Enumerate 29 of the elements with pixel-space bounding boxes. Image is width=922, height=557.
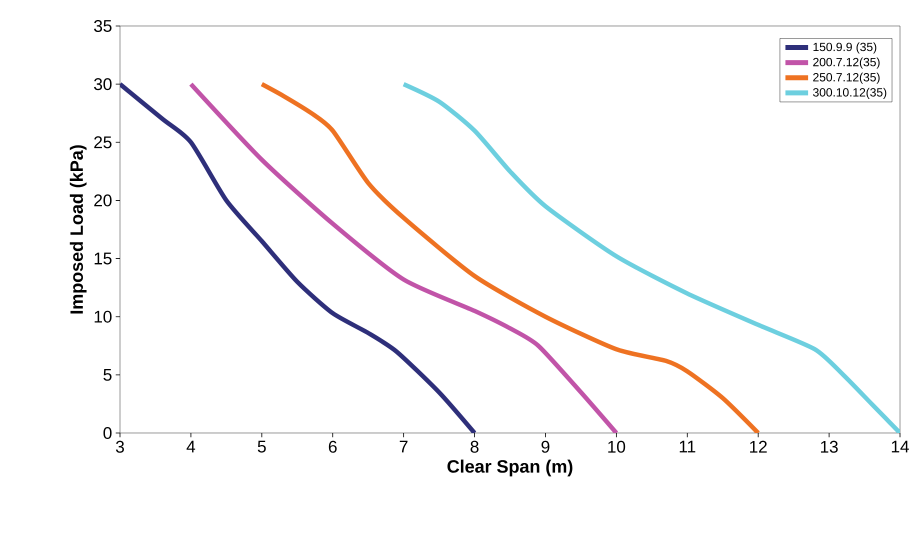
x-tick-label: 6 (328, 440, 337, 453)
line-series (188, 82, 619, 433)
x-tick-label: 11 (680, 440, 696, 452)
y-axis-title: Imposed Load (kPa) (70, 145, 87, 314)
y-tick-label: 10 (94, 310, 112, 323)
legend-label: 250.7.12(35) (813, 72, 880, 84)
x-tick-label: 12 (750, 440, 767, 453)
x-tick-label: 5 (258, 440, 266, 453)
x-tick-label: 4 (186, 440, 196, 452)
y-tick-label: 35 (94, 20, 112, 32)
legend-label: 300.10.12(35) (813, 88, 886, 99)
x-axis-title: Clear Span (m) (447, 460, 572, 476)
legend-label: 150.9.9 (35) (813, 42, 876, 54)
x-tick-label: 13 (820, 440, 838, 453)
y-tick-label: 15 (94, 252, 112, 264)
x-tick-label: 8 (470, 440, 479, 453)
x-tick-label: 9 (542, 440, 550, 453)
legend-label: 200.7.12(35) (813, 58, 880, 69)
x-tick-label: 7 (400, 440, 408, 452)
x-tick-label: 10 (608, 440, 626, 453)
y-tick-label: 20 (94, 194, 112, 206)
y-tick-label: 5 (103, 368, 112, 381)
line-series (260, 82, 760, 433)
y-tick-label: 0 (103, 427, 112, 439)
line-series (120, 82, 477, 433)
x-tick-label: 3 (116, 440, 124, 453)
y-tick-label: 30 (94, 78, 112, 90)
y-tick-label: 25 (94, 136, 112, 148)
x-tick-label: 14 (892, 440, 909, 452)
